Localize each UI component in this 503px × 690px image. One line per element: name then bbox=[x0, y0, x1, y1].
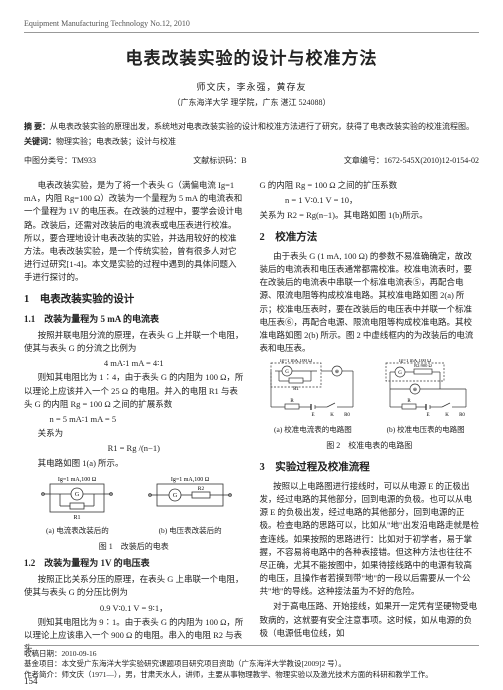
fig1a-label: (a) 电流表改装后的 bbox=[24, 526, 131, 537]
figure-2-pair: Ig=1 mA,100 Ω G R1 ⊕ bbox=[260, 359, 480, 436]
para-1-1b: 则知其电阻比为 1∶4，由于表头 G 的内阻为 100 Ω，所以理论上应该并入一… bbox=[24, 371, 244, 411]
authors: 师文庆，李永强，黄存友 bbox=[24, 81, 479, 94]
journal-header: Equipment Manufacturing Technology No.12… bbox=[24, 18, 479, 33]
svg-text:Ig=1 mA,100 Ω: Ig=1 mA,100 Ω bbox=[280, 359, 312, 364]
svg-text:G: G bbox=[173, 493, 178, 499]
svg-text:R1: R1 bbox=[293, 387, 299, 392]
svg-text:⊕: ⊕ bbox=[335, 369, 339, 375]
receive-date: 收稿日期：2010-09-16 bbox=[24, 649, 479, 660]
paper-title: 电表改装实验的设计与校准方法 bbox=[24, 47, 479, 72]
abstract: 摘 要：从电表改装实验的原理出发，系统地对电表改装实验的设计和校准方法进行了研究… bbox=[24, 121, 479, 133]
keywords: 关键词：物理实验；电表改装；设计与校准 bbox=[24, 136, 479, 148]
figure-1-pair: Ig=1 mA,100 Ω G R1 ( bbox=[24, 474, 244, 537]
right-column: G 的内阻 Rg = 100 Ω 之间的扩压系数 n = 1 V∶0.1 V =… bbox=[260, 179, 480, 657]
fig2a-label: (a) 校准电流表的电路图 bbox=[260, 425, 367, 436]
figure-2a: Ig=1 mA,100 Ω G R1 ⊕ bbox=[260, 359, 367, 436]
para-1-1a: 按照并联电阻分流的原理，在表头 G 上并联一个电阻，使其与表头 G 的分流之比例… bbox=[24, 329, 244, 355]
svg-text:G: G bbox=[398, 371, 402, 376]
section-2-heading: 2 校准方法 bbox=[260, 230, 480, 245]
svg-text:E: E bbox=[426, 413, 429, 418]
svg-text:E: E bbox=[311, 413, 314, 418]
doc-code: 文献标识码：B bbox=[193, 155, 246, 167]
para-3b: 对于高电压路、开始接线，如果开一定凭有坚硬物受电致病的，这就要有安全注意事项。这… bbox=[260, 600, 480, 640]
section-1-1-heading: 1.1 改装为量程为 5 mA 的电流表 bbox=[24, 313, 244, 326]
formula-top-1: n = 1 V∶0.1 V = 10， bbox=[260, 194, 480, 206]
keywords-label: 关键词： bbox=[24, 137, 56, 146]
svg-text:K: K bbox=[445, 413, 449, 418]
formula-top-2: 关系为 R2 = Rg(n−1)。其电路如图 1(b)所示。 bbox=[260, 209, 480, 222]
figure-1a: Ig=1 mA,100 Ω G R1 ( bbox=[24, 474, 131, 537]
formula-1-2a: 0.9 V∶0.1 V = 9∶1， bbox=[24, 602, 244, 614]
svg-text:⊕: ⊕ bbox=[413, 387, 417, 393]
footer: 收稿日期：2010-09-16 基金项目：本文受广东海洋大学实验研究课题项目研究… bbox=[24, 645, 479, 681]
figure-1b: Ig=1 mA,100 Ω G R2 (b) 电压表改装后的 bbox=[137, 474, 244, 537]
para-1-2a: 按照正比关系分压的原理，在表头 G 上串联一个电阻，使其与表头 G 的分压比例为 bbox=[24, 573, 244, 599]
article-id: 文章编号：1672-545X(2010)12-0154-02 bbox=[344, 155, 479, 167]
section-1-2-heading: 1.2 改装为量程为 1V 的电压表 bbox=[24, 557, 244, 570]
keywords-text: 物理实验；电表改装；设计与校准 bbox=[56, 137, 176, 146]
svg-text:K: K bbox=[330, 413, 334, 418]
para-3a: 按照以上电路图进行接线时，可以从电源 E 的正极出发，经过电路的其他部分，回到电… bbox=[260, 480, 480, 599]
fig2b-label: (b) 校准电压表的电路图 bbox=[372, 425, 479, 436]
formula-1-1c: R1 = Rg /(n−1) bbox=[24, 442, 244, 454]
abstract-text: 从电表改装实验的原理出发，系统地对电表改装实验的设计和校准方法进行了研究，获得了… bbox=[50, 122, 474, 131]
figure-2-caption: 图 2 校准电表的电路图 bbox=[260, 440, 480, 452]
svg-text:R2:900 Ω: R2:900 Ω bbox=[414, 363, 432, 368]
formula-1-1a: 4 mA∶1 mA = 4∶1 bbox=[24, 357, 244, 369]
section-3-heading: 3 实验过程及校准流程 bbox=[260, 460, 480, 475]
svg-text:G: G bbox=[75, 492, 80, 498]
formula-1-1b: n = 5 mA∶1 mA = 5 bbox=[24, 413, 244, 425]
author-bio: 作者简介：师文庆（1971—），男，甘肃天水人，讲师，主要从事物理教学、物理实验… bbox=[24, 670, 479, 681]
svg-text:R2: R2 bbox=[198, 486, 205, 492]
clc-number: 中图分类号：TM933 bbox=[24, 155, 96, 167]
svg-text:G: G bbox=[285, 370, 289, 375]
svg-text:R0: R0 bbox=[344, 413, 350, 418]
para-1-1c: 关系为 bbox=[24, 427, 244, 440]
para-intro: 电表改装实验，是为了将一个表头 G（满偏电流 Ig=1 mA，内阻 Rg=100… bbox=[24, 179, 244, 284]
section-1-heading: 1 电表改装实验的设计 bbox=[24, 292, 244, 307]
para-2a: 由于表头 G (1 mA, 100 Ω) 的参数不易准确确定，故改装后的电流表和… bbox=[260, 250, 480, 355]
class-row: 中图分类号：TM933 文献标识码：B 文章编号：1672-545X(2010)… bbox=[24, 155, 479, 167]
figure-1-caption: 图 1 改装后的电表 bbox=[24, 541, 244, 553]
body-columns: 电表改装实验，是为了将一个表头 G（满偏电流 Ig=1 mA，内阻 Rg=100… bbox=[24, 179, 479, 657]
svg-text:R1: R1 bbox=[74, 515, 81, 521]
figure-2b: Ig=1 mA,100 Ω G R2:900 Ω ⊕ bbox=[372, 359, 479, 436]
fig1a-header: Ig=1 mA,100 Ω bbox=[58, 477, 97, 483]
svg-text:Ig=1 mA,100 Ω: Ig=1 mA,100 Ω bbox=[171, 477, 210, 483]
affiliation: （广东海洋大学 理学院，广东 湛江 524088） bbox=[24, 97, 479, 109]
fig1b-label: (b) 电压表改装后的 bbox=[137, 526, 244, 537]
para-top-r: G 的内阻 Rg = 100 Ω 之间的扩压系数 bbox=[260, 179, 480, 192]
para-1-1d: 其电路如图 1(a) 所示。 bbox=[24, 457, 244, 470]
left-column: 电表改装实验，是为了将一个表头 G（满偏电流 Ig=1 mA，内阻 Rg=100… bbox=[24, 179, 244, 657]
fund-info: 基金项目：本文受广东海洋大学实验研究课题项目研究项目资助（广东海洋大学教设[20… bbox=[24, 659, 479, 670]
page-number: 154 bbox=[24, 675, 38, 688]
svg-text:R: R bbox=[290, 399, 294, 404]
svg-text:R: R bbox=[407, 399, 411, 404]
abstract-label: 摘 要： bbox=[24, 122, 50, 131]
svg-text:R0: R0 bbox=[459, 413, 465, 418]
